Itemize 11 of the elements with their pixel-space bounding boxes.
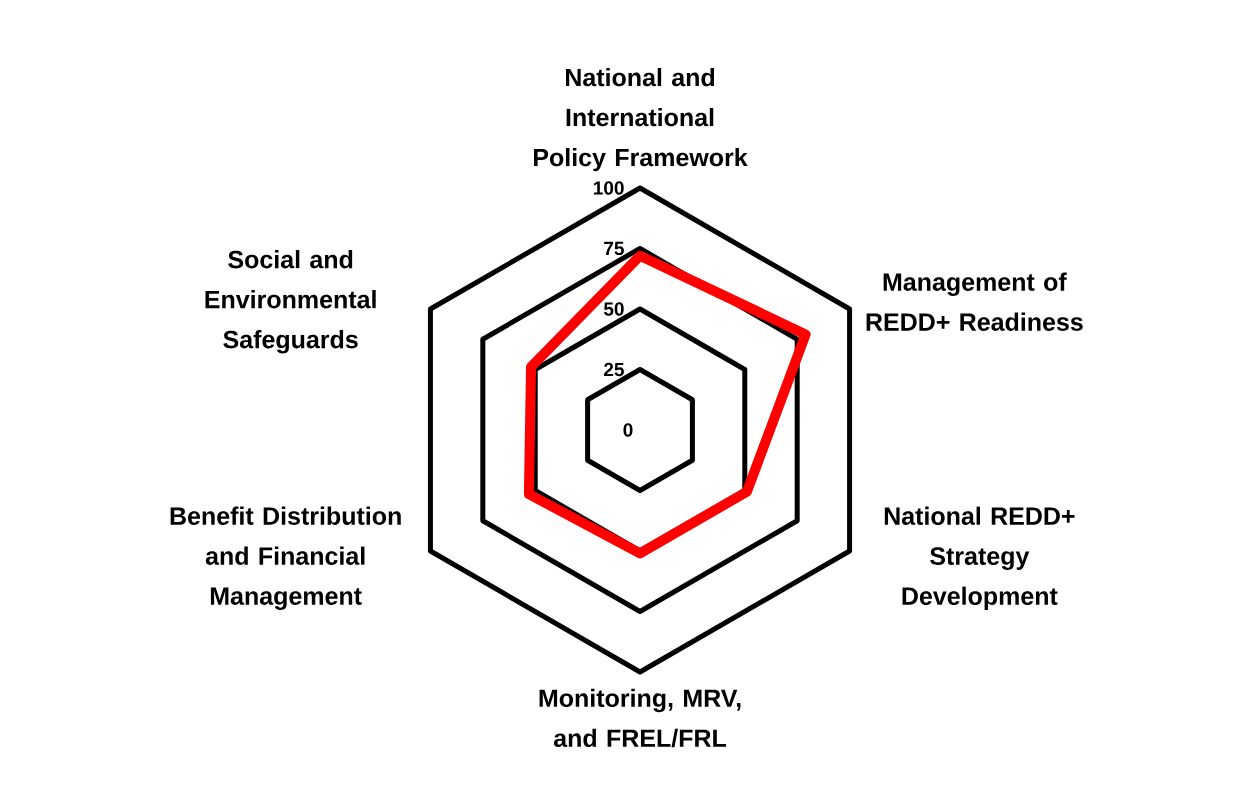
y-tick-label: 75 <box>604 241 624 256</box>
spoke-label: Monitoring, MRV, and FREL/FRL <box>539 688 741 748</box>
spoke-label: Benefit Distribution and Financial Management <box>170 506 401 610</box>
y-tick-label: 25 <box>604 362 624 377</box>
spoke-label: National REDD+ Strategy Development <box>884 506 1075 610</box>
y-tick-label: 0 <box>623 423 633 437</box>
spoke-label: Management of REDD+ Readiness <box>866 272 1083 331</box>
y-tick-label: 100 <box>593 181 624 195</box>
spoke-label: Social and Environmental Safeguards <box>205 250 376 354</box>
spoke-label: National and International Policy Framework <box>533 67 748 172</box>
y-tick-label: 50 <box>603 302 624 316</box>
